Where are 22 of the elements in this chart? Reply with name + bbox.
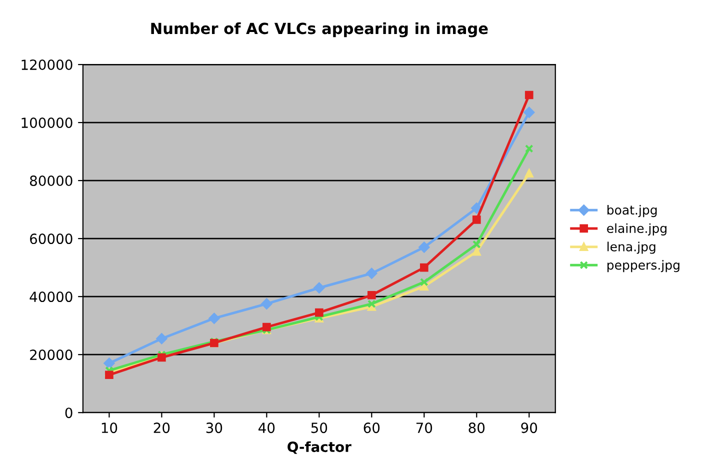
y-tick-label: 120000 [22,60,72,70]
x-tick-label: 10 [102,422,118,434]
x-tick-label: 30 [206,422,222,434]
x-tick-label: 60 [364,422,380,434]
x-tick-label: 50 [311,422,328,434]
y-tick-label: 0 [65,408,72,418]
chart-title: Number of AC VLCs appearing in image [151,22,488,38]
y-tick-label: 60000 [30,234,72,244]
y-tick-label: 20000 [30,350,72,360]
x-tick-label: 40 [258,422,275,434]
legend-label: peppers.jpg [607,260,680,272]
x-axis-title: Q-factor [288,441,352,454]
legend-label: elaine.jpg [607,223,666,236]
x-tick-label: 80 [468,422,485,434]
x-tick-label: 90 [521,422,538,434]
x-tick-label: 20 [154,422,170,434]
legend-label: boat.jpg [607,204,657,218]
x-tick-label: 70 [416,422,432,434]
y-tick-label: 40000 [30,292,72,302]
legend-label: lena.jpg [608,242,656,254]
y-tick-label: 100000 [22,118,72,128]
y-tick-label: 80000 [30,176,72,186]
